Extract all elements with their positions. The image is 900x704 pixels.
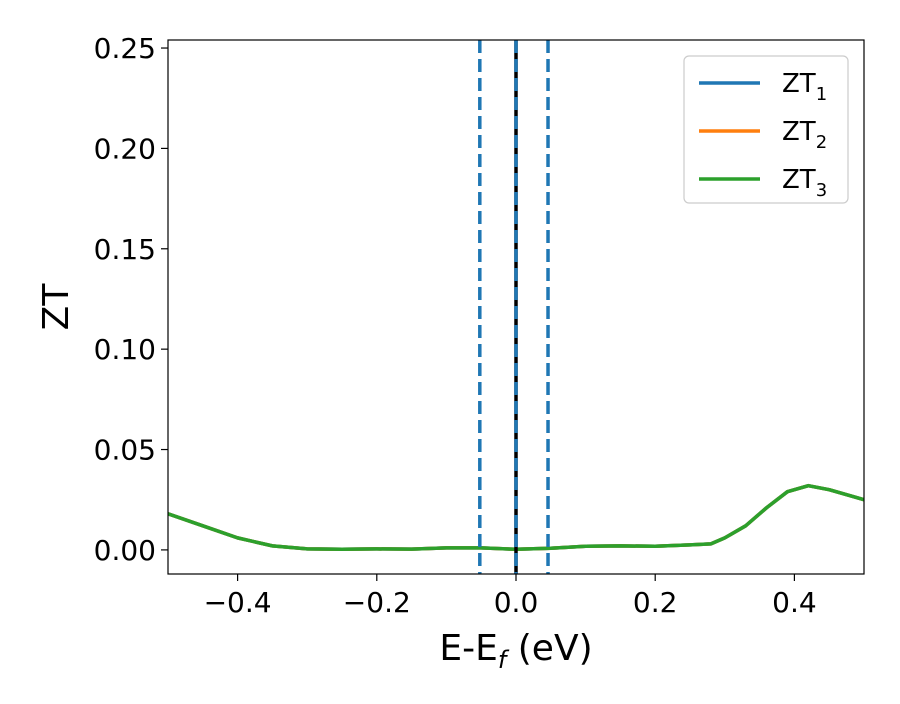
legend-frame — [683, 55, 849, 204]
legend-label: ZT1 — [782, 69, 827, 105]
y-tick-label: 0.25 — [94, 32, 156, 65]
y-tick-label: 0.20 — [94, 132, 156, 165]
x-tick-label: 0.4 — [772, 586, 817, 619]
legend: ZT1 ZT2 ZT3 — [683, 55, 849, 204]
x-tick-label: 0.2 — [633, 586, 678, 619]
y-tick-label: 0.10 — [94, 333, 156, 366]
x-tick-label: −0.4 — [204, 586, 272, 619]
y-tick-label: 0.05 — [94, 434, 156, 467]
y-axis-title: ZT — [36, 283, 77, 331]
legend-label: ZT2 — [782, 117, 827, 153]
y-tick-label: 0.00 — [94, 534, 156, 567]
x-tick-label: −0.2 — [343, 586, 411, 619]
x-tick-label: 0.0 — [494, 586, 539, 619]
series-line-zt3 — [168, 483, 864, 552]
y-tick-label: 0.15 — [94, 233, 156, 266]
legend-label: ZT3 — [782, 165, 827, 201]
x-axis-title: E-Ef (eV) — [439, 628, 592, 674]
plot-area — [168, 40, 864, 574]
